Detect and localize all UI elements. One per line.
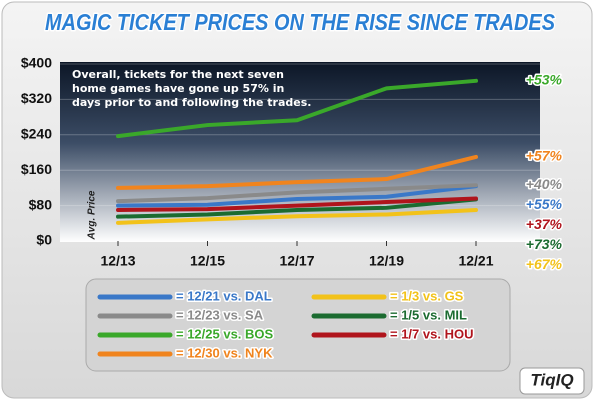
logo: TiqIQ <box>530 370 573 389</box>
legend-label: = 1/7 vs. HOU <box>390 326 473 341</box>
legend-box <box>85 278 511 372</box>
annotation: Overall, tickets for the next seven home… <box>72 68 312 109</box>
x-tick-label: 12/17 <box>279 253 314 269</box>
legend-label: = 12/25 vs. BOS <box>176 326 274 341</box>
change-label: +53% <box>526 72 563 88</box>
y-tick-label: $320 <box>21 90 52 106</box>
change-label: +37% <box>526 216 563 232</box>
legend-label: = 12/23 vs. SA <box>176 307 264 322</box>
logo-box <box>519 367 585 395</box>
change-label: +67% <box>526 256 563 272</box>
series-line <box>116 197 478 219</box>
x-tick-label: 12/15 <box>190 253 225 269</box>
change-label: +57% <box>526 148 563 164</box>
change-label: +40% <box>526 176 563 192</box>
y-tick-label: $400 <box>21 55 52 71</box>
legend-label: = 12/21 vs. DAL <box>176 288 272 303</box>
x-tick-label: 12/19 <box>369 253 404 269</box>
x-tick-label: 12/13 <box>100 253 135 269</box>
annotation-box: Overall, tickets for the next seven home… <box>72 68 312 109</box>
legend-label: = 12/30 vs. NYK <box>176 345 273 360</box>
y-tick-label: $0 <box>36 232 52 248</box>
legend-label: = 1/3 vs. GS <box>390 288 464 303</box>
y-tick-label: $160 <box>21 161 52 177</box>
y-tick-label: $240 <box>21 126 52 142</box>
series-line <box>116 183 478 204</box>
y-axis-label: Avg. Price <box>87 190 98 240</box>
series-line <box>116 208 478 225</box>
series-line <box>116 184 478 208</box>
y-tick-label: $80 <box>29 196 53 212</box>
change-label: +55% <box>526 196 563 212</box>
chart-title: MAGIC TICKET PRICES ON THE RISE SINCE TR… <box>45 9 556 35</box>
x-tick-label: 12/21 <box>458 253 493 269</box>
series-line <box>116 196 478 213</box>
legend-label: = 1/5 vs. MIL <box>390 307 467 322</box>
series-line <box>116 78 478 139</box>
series-line <box>116 154 478 190</box>
change-label: +73% <box>526 236 563 252</box>
